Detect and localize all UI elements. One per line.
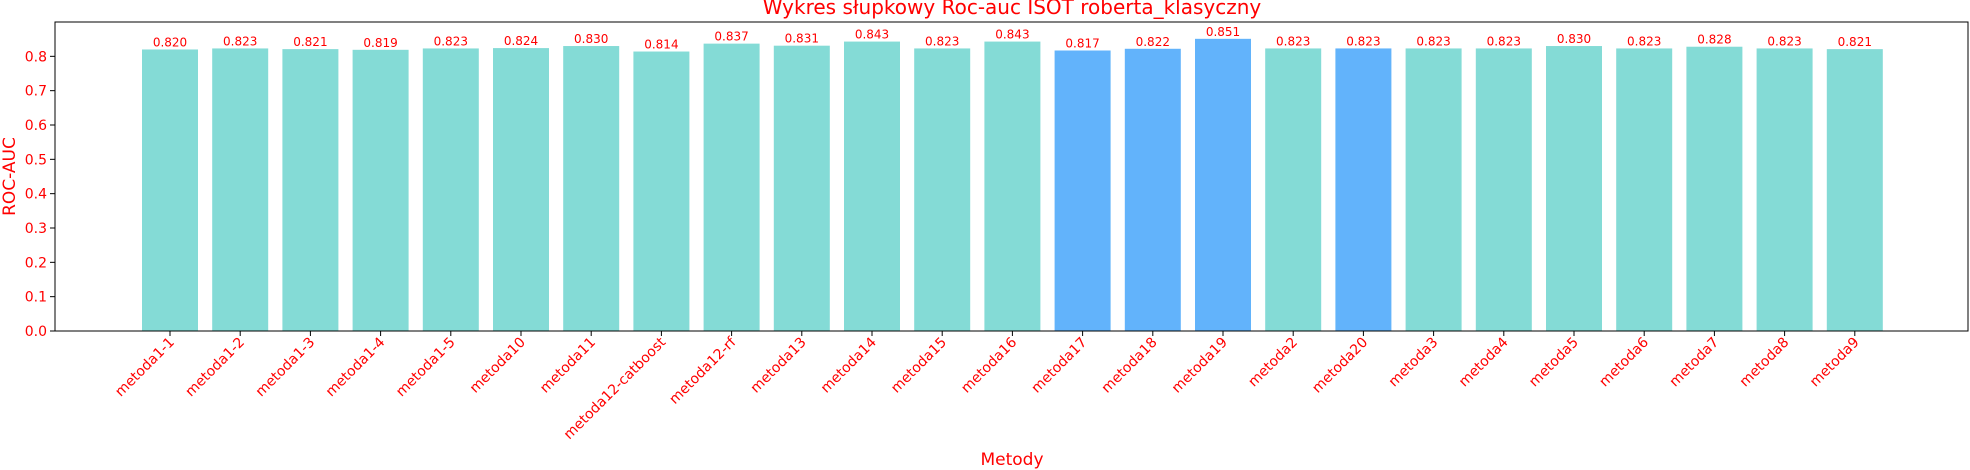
y-tick-label: 0.0	[25, 324, 47, 340]
y-tick-label: 0.1	[25, 290, 47, 306]
plot-frame	[54, 21, 1969, 332]
bars-layer	[142, 38, 1883, 332]
x-tick-label-metoda2: metoda2	[1245, 335, 1301, 391]
bar-metoda17	[1054, 50, 1111, 331]
bar-metoda18	[1124, 48, 1181, 331]
bar-metoda9	[1826, 49, 1883, 332]
bar-metoda8	[1756, 48, 1813, 331]
value-label-metoda4: 0.823	[1487, 34, 1521, 48]
bar-metoda14	[844, 41, 900, 331]
value-label-metoda12-rf: 0.837	[714, 30, 748, 44]
x-tick-label-metoda8: metoda8	[1737, 335, 1793, 391]
value-label-metoda6: 0.823	[1627, 34, 1661, 48]
bar-metoda12-catboost	[633, 51, 690, 331]
value-label-metoda1-3: 0.821	[293, 35, 327, 49]
x-tick-label-metoda20: metoda20	[1309, 335, 1371, 397]
y-tick-label: 0.5	[25, 152, 47, 168]
value-label-metoda3: 0.823	[1416, 34, 1450, 48]
bar-metoda5	[1546, 46, 1602, 332]
bar-metoda1-5	[422, 48, 479, 331]
x-axis-title: Metody	[980, 450, 1043, 470]
y-tick-label: 0.3	[25, 221, 47, 237]
value-label-metoda2: 0.823	[1276, 34, 1310, 48]
y-tick-label: 0.8	[25, 49, 47, 65]
x-tick-label-metoda1-3: metoda1-3	[253, 335, 319, 401]
y-axis: 0.0 0.1 0.2 0.3 0.4 0.5 0.6 0.7 0.8	[25, 49, 55, 340]
x-tick-label-metoda17: metoda17	[1028, 335, 1090, 397]
value-label-metoda14: 0.843	[855, 28, 889, 42]
value-label-metoda18: 0.822	[1136, 35, 1170, 49]
x-tick-label-metoda9: metoda9	[1807, 335, 1863, 391]
bar-metoda11	[563, 46, 620, 332]
x-tick-label-metoda13: metoda13	[748, 335, 810, 397]
value-label-metoda15: 0.823	[925, 34, 959, 48]
bar-metoda16	[984, 41, 1041, 331]
y-tick-label: 0.2	[25, 255, 47, 271]
value-label-metoda13: 0.831	[785, 32, 819, 46]
x-tick-label-metoda7: metoda7	[1667, 335, 1723, 391]
bar-metoda6	[1616, 48, 1673, 331]
x-tick-label-metoda12-rf: metoda12-rf	[666, 334, 740, 408]
x-tick-label-metoda1-4: metoda1-4	[323, 334, 389, 400]
value-label-metoda9: 0.821	[1838, 35, 1872, 49]
value-label-metoda7: 0.828	[1697, 33, 1731, 47]
bar-metoda1-3	[282, 49, 339, 332]
bar-metoda20	[1335, 48, 1392, 331]
bar-metoda13	[773, 45, 830, 331]
x-tick-label-metoda1-2: metoda1-2	[183, 335, 249, 401]
x-tick-label-metoda18: metoda18	[1099, 335, 1161, 397]
value-label-metoda10: 0.824	[504, 34, 538, 48]
value-label-metoda1-1: 0.820	[153, 35, 187, 49]
x-tick-label-metoda1-5: metoda1-5	[393, 335, 459, 401]
y-axis-title: ROC-AUC	[0, 137, 20, 216]
bar-metoda1-2	[212, 48, 269, 331]
x-tick-label-metoda11: metoda11	[537, 335, 599, 397]
bar-metoda12-rf	[703, 43, 760, 331]
value-label-metoda19: 0.851	[1206, 25, 1240, 39]
x-tick-label-metoda1-1: metoda1-1	[112, 335, 178, 401]
bar-metoda10	[493, 48, 549, 332]
bar-metoda1-4	[352, 49, 409, 332]
x-tick-label-metoda14: metoda14	[818, 334, 880, 396]
bar-metoda2	[1265, 48, 1322, 331]
value-label-metoda16: 0.843	[995, 28, 1029, 42]
x-tick-label-metoda4: metoda4	[1456, 334, 1512, 390]
value-labels-layer: 0.820 0.823 0.821 0.819 0.823 0.824 0.830 0.814…	[153, 25, 1872, 52]
x-tick-label-metoda16: metoda16	[958, 334, 1020, 396]
value-label-metoda5: 0.830	[1557, 32, 1591, 46]
bar-metoda4	[1475, 48, 1532, 331]
bar-metoda15	[914, 48, 971, 331]
y-tick-label: 0.7	[25, 84, 47, 100]
x-tick-label-metoda5: metoda5	[1526, 335, 1582, 391]
bar-metoda19	[1195, 38, 1251, 331]
bar-metoda1-1	[142, 49, 198, 331]
value-label-metoda1-4: 0.819	[363, 36, 397, 50]
value-label-metoda12-catboost: 0.814	[644, 38, 678, 52]
x-tick-label-metoda19: metoda19	[1169, 335, 1231, 397]
chart-title: Wykres słupkowy Roc-auc ISOT roberta_kla…	[763, 0, 1262, 19]
x-tick-label-metoda6: metoda6	[1596, 334, 1652, 390]
value-label-metoda1-5: 0.823	[434, 34, 468, 48]
x-tick-label-metoda3: metoda3	[1386, 335, 1442, 391]
y-tick-label: 0.4	[25, 187, 47, 203]
value-label-metoda17: 0.817	[1065, 36, 1099, 50]
y-tick-label: 0.6	[25, 118, 47, 134]
bar-metoda3	[1405, 48, 1462, 331]
value-label-metoda8: 0.823	[1767, 34, 1801, 48]
x-tick-label-metoda15: metoda15	[888, 335, 950, 397]
value-label-metoda1-2: 0.823	[223, 34, 257, 48]
value-label-metoda20: 0.823	[1346, 34, 1380, 48]
value-label-metoda11: 0.830	[574, 32, 608, 46]
x-axis: metoda1-1 metoda1-2 metoda1-3 metoda1-4 meto…	[112, 331, 1863, 443]
bar-metoda7	[1686, 46, 1743, 331]
x-tick-label-metoda10: metoda10	[467, 335, 529, 397]
